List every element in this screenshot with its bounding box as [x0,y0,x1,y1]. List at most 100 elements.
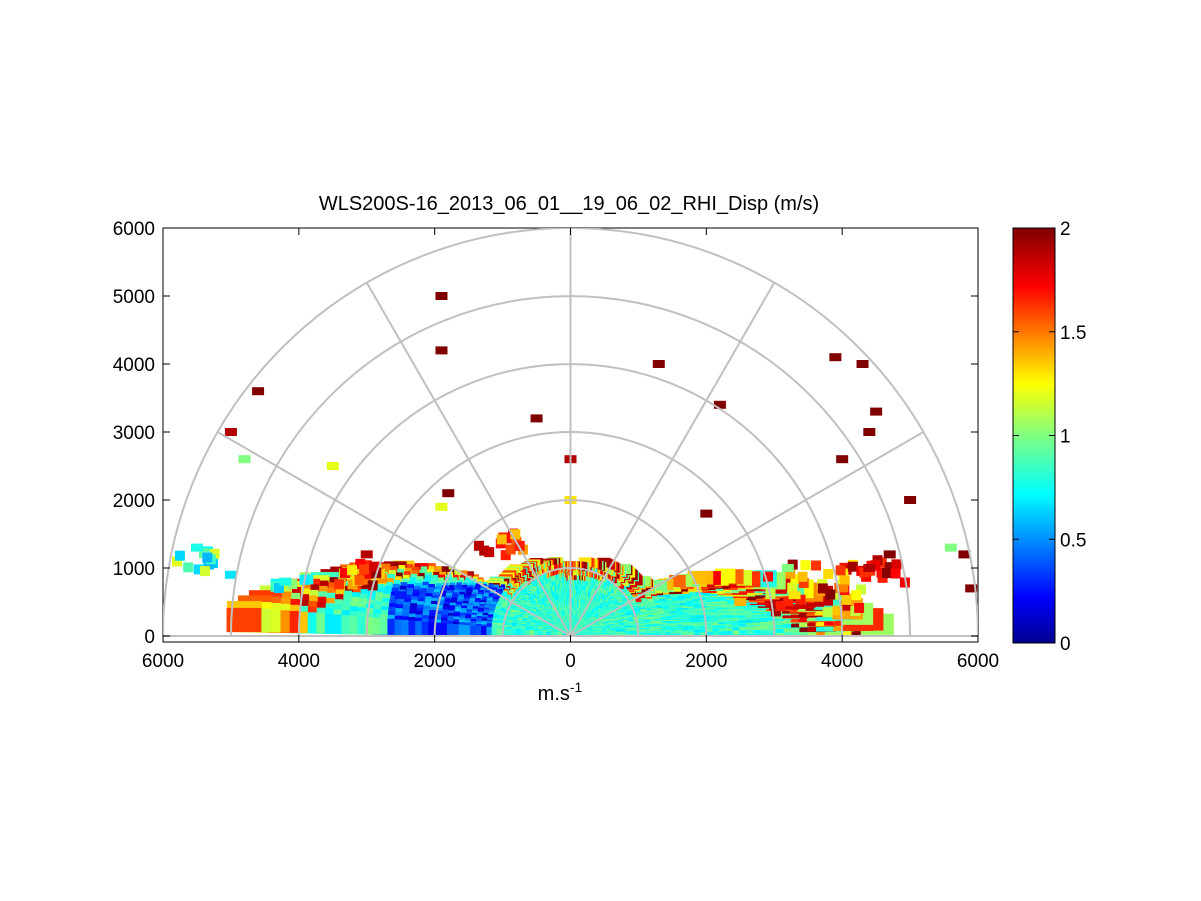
y-tick-label: 5000 [113,287,155,308]
data-cell [252,387,265,396]
data-cell [435,346,448,355]
data-cell [224,428,237,436]
data-cell [884,562,895,573]
data-cell [435,502,448,511]
data-cell [355,558,366,569]
data-cell [856,360,869,368]
data-cell [287,579,298,590]
y-tick-label: 6000 [113,219,155,240]
data-cell [359,564,370,575]
data-cell [763,571,773,582]
data-cell [829,353,842,362]
data-cell [202,552,213,563]
data-cell [224,570,237,579]
x-tick-label: 4000 [278,651,320,672]
data-cell [353,564,364,575]
dense-cells-layer [226,557,894,636]
data-cell [841,600,852,611]
data-cell [199,566,210,577]
data-cell [881,568,892,579]
data-cell [273,583,284,594]
data-cell [851,590,862,601]
data-cell [369,561,380,572]
x-tick-label: 4000 [821,651,863,672]
y-tick-label: 2000 [113,491,155,512]
data-cell [797,571,808,582]
data-cell [339,568,350,579]
colorbar-tick-label: 0 [1060,634,1071,655]
data-cell [174,550,185,561]
data-cell [890,568,901,579]
data-cell [546,631,555,636]
data-cell [496,534,507,545]
data-cell [183,562,194,573]
data-cell [832,605,843,616]
x-axis-label-base: m.s [538,683,570,705]
data-cell [825,589,836,600]
data-cell [238,455,251,464]
colorbar-tick-label: 1.5 [1060,323,1086,344]
data-cell [770,606,781,617]
data-cell [209,548,220,559]
x-tick-label: 2000 [685,651,727,672]
colorbar [1012,227,1056,644]
colorbar-tick-label: 2 [1060,219,1071,240]
data-cell [484,547,495,558]
data-cell [787,582,798,593]
data-cell [769,600,780,611]
data-cell [442,489,455,498]
x-axis-label: m.s-1 [538,679,583,705]
data-cell [347,565,358,576]
data-cell [839,575,850,586]
data-cell [856,584,867,595]
data-cell [870,407,883,416]
data-cell [872,555,883,566]
data-cell [836,455,849,464]
y-tick-label: 4000 [113,355,155,376]
data-cell [811,560,822,571]
data-cell [854,602,865,613]
data-cell [326,462,339,470]
data-cell [859,567,870,578]
data-cell [713,400,726,409]
y-tick-label: 0 [144,627,155,648]
data-layer [172,292,978,636]
axis-ticks: 6000 4000 2000 0 2000 4000 6000 0 1000 2000 3000 40… [113,219,999,672]
data-cell [700,509,713,518]
data-cell [788,591,801,600]
data-cell [847,561,858,572]
data-cell [958,550,971,559]
data-cell [965,584,978,593]
x-axis-label-exponent: -1 [570,679,583,695]
data-cell [863,564,876,572]
x-tick-label: 2000 [414,651,456,672]
data-cell [360,550,373,559]
data-cell [394,591,407,600]
data-cell [551,632,559,636]
data-cell [835,565,846,576]
data-cell [190,543,203,552]
data-cell [944,543,957,552]
data-cell [193,564,204,575]
data-cell [559,632,566,636]
y-tick-label: 3000 [113,423,155,444]
data-cell [883,550,896,559]
colorbar-ticks: 0 0.5 1 1.5 2 [1013,219,1086,655]
x-tick-label: 6000 [142,651,184,672]
colorbar-tick-label: 1 [1060,427,1071,448]
spoke-line [365,282,572,637]
data-cell [435,292,448,300]
data-cell [904,496,917,504]
data-cell [781,564,794,572]
data-cell [775,601,786,612]
data-cell [823,568,834,579]
x-tick-label: 6000 [957,651,999,672]
data-cell [870,560,881,571]
data-cell [555,632,563,636]
y-tick-label: 1000 [113,559,155,580]
spoke-line [217,431,572,637]
data-cell [783,596,794,607]
data-cell [505,544,516,555]
data-cell [795,594,806,605]
